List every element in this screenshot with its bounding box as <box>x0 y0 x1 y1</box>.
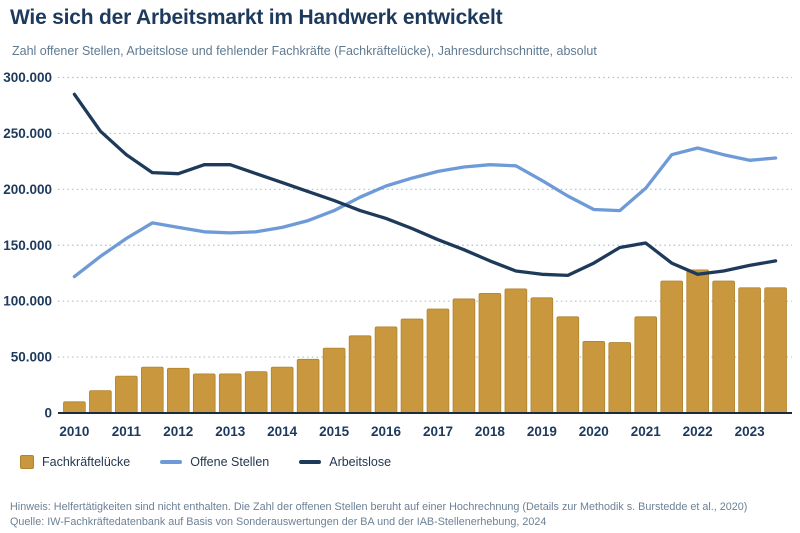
x-tick-label: 2021 <box>631 424 662 439</box>
y-tick-label: 100.000 <box>3 294 52 309</box>
footer-note: Hinweis: Helfertätigkeiten sind nicht en… <box>10 501 748 513</box>
bar-fachkraefteluecke <box>504 288 528 414</box>
x-tick-label: 2018 <box>475 424 506 439</box>
bar-fachkraefteluecke <box>296 358 320 414</box>
bar-fachkraefteluecke <box>270 366 294 414</box>
x-tick-label: 2016 <box>371 424 402 439</box>
bar-fachkraefteluecke <box>712 280 735 414</box>
line-arbeitslose <box>72 92 778 278</box>
x-tick-label: 2017 <box>423 424 453 439</box>
legend-square-swatch <box>20 455 34 469</box>
legend-line-swatch <box>299 460 322 464</box>
legend-item-0: Fachkräftelücke <box>20 455 130 469</box>
y-tick-label: 50.000 <box>11 350 52 365</box>
page-title: Wie sich der Arbeitsmarkt im Handwerk en… <box>10 6 503 29</box>
bar-fachkraefteluecke <box>582 341 606 414</box>
chart-legend: Fachkräftelücke Offene Stellen Arbeitslose <box>20 455 391 469</box>
chart-svg: 300.000 250.000 200.000 150.000 100.000 50.00… <box>3 70 792 439</box>
footer-source: Quelle: IW-Fachkräftedatenbank auf Basis… <box>10 516 547 528</box>
bar-fachkraefteluecke <box>218 373 242 414</box>
y-tick-label: 200.000 <box>3 182 52 197</box>
bar-fachkraefteluecke <box>660 280 684 414</box>
legend-label: Fachkräftelücke <box>42 455 131 469</box>
bar-fachkraefteluecke <box>166 367 190 414</box>
x-tick-label: 2013 <box>215 424 246 439</box>
y-tick-label: 0 <box>44 406 52 421</box>
x-tick-label: 2022 <box>683 424 713 439</box>
x-tick-label: 2019 <box>527 424 557 439</box>
x-tick-label: 2015 <box>319 424 350 439</box>
bar-fachkraefteluecke <box>634 316 658 414</box>
legend-item-2: Arbeitslose <box>299 455 391 469</box>
chart-footer: Hinweis: Helfertätigkeiten sind nicht en… <box>10 500 796 530</box>
bar-fachkraefteluecke <box>452 298 476 414</box>
bar-fachkraefteluecke <box>764 287 787 414</box>
legend-label: Arbeitslose <box>329 455 392 469</box>
bar-fachkraefteluecke <box>115 375 138 414</box>
x-tick-label: 2012 <box>163 424 193 439</box>
bar-fachkraefteluecke <box>478 292 502 414</box>
bar-fachkraefteluecke <box>374 326 398 414</box>
bar-fachkraefteluecke <box>556 316 580 414</box>
bar-fachkraefteluecke <box>738 287 761 414</box>
chart-subtitle: Zahl offener Stellen, Arbeitslose und fe… <box>12 44 597 58</box>
bar-fachkraefteluecke <box>686 269 709 414</box>
x-tick-label: 2014 <box>267 424 298 439</box>
x-tick-label: 2023 <box>735 424 766 439</box>
x-tick-label: 2010 <box>59 424 89 439</box>
y-tick-label: 300.000 <box>3 70 52 85</box>
bar-fachkraefteluecke <box>608 342 632 414</box>
bar-fachkraefteluecke <box>348 335 372 414</box>
legend-item-1: Offene Stellen <box>160 455 269 469</box>
bar-fachkraefteluecke <box>400 318 424 414</box>
bar-fachkraefteluecke <box>89 390 112 414</box>
legend-line-swatch <box>160 460 183 464</box>
line-offene-stellen <box>72 146 778 279</box>
x-tick-label: 2011 <box>112 424 142 439</box>
bar-fachkraefteluecke <box>530 297 554 414</box>
legend-label: Offene Stellen <box>190 455 270 469</box>
bar-fachkraefteluecke <box>141 366 164 414</box>
y-tick-label: 150.000 <box>3 238 52 253</box>
y-tick-label: 250.000 <box>3 126 52 141</box>
bar-fachkraefteluecke <box>426 308 450 414</box>
bar-fachkraefteluecke <box>322 347 346 414</box>
bar-fachkraefteluecke <box>244 371 268 414</box>
bar-fachkraefteluecke <box>63 401 86 414</box>
x-tick-label: 2020 <box>579 424 609 439</box>
bar-fachkraefteluecke <box>192 373 216 414</box>
